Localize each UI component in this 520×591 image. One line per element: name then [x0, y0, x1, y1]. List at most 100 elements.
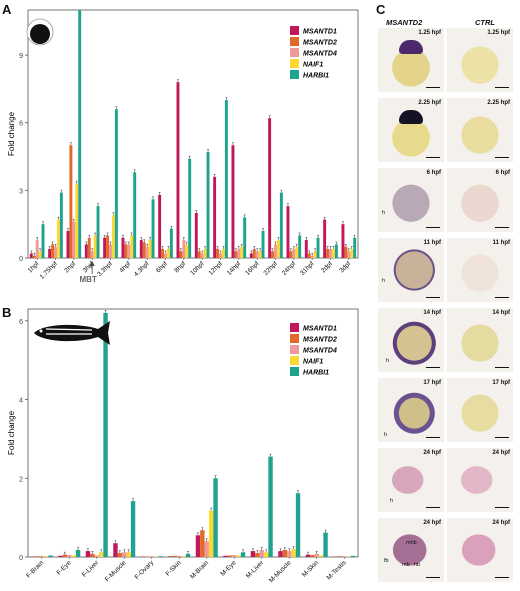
photo-ctrl: 24 hpf: [447, 448, 513, 512]
legend-label: MSANTD4: [303, 348, 337, 355]
bar-naif1: [130, 235, 134, 258]
bar-naif1: [221, 248, 225, 258]
bar-msantd4: [204, 541, 209, 557]
bar-naif1: [276, 239, 280, 258]
bar-msantd4: [109, 244, 112, 258]
bar-naif1: [38, 251, 42, 258]
x-tick-label: 14hpf: [226, 260, 243, 277]
bar-naif1: [181, 556, 186, 557]
y-tick-label: 9: [19, 53, 23, 60]
bar-msantd2: [87, 237, 91, 258]
bar-msantd1: [341, 224, 345, 258]
bar-msantd4: [347, 251, 351, 258]
stage-label: 6 hpf: [495, 170, 510, 176]
bar-msantd2: [310, 555, 315, 557]
x-tick-label: F-Skin: [164, 559, 183, 578]
bar-msantd4: [35, 239, 39, 258]
bar-harbi1: [243, 217, 247, 258]
y-tick-label: 4: [19, 398, 23, 405]
y-axis-label: Fold change: [7, 410, 16, 455]
bar-msantd2: [282, 549, 288, 557]
y-tick-label: 6: [19, 121, 23, 128]
col-header-ctrl: CTRL: [475, 18, 495, 27]
scale-bar: [426, 436, 440, 438]
stage-label: 17 hpf: [423, 380, 441, 386]
scale-bar: [426, 156, 440, 158]
bar-naif1: [43, 556, 49, 557]
x-tick-label: 22hpf: [262, 260, 279, 277]
bar-msantd4: [274, 244, 277, 258]
stage-label: 24 hpf: [492, 450, 510, 456]
bar-msantd4: [67, 555, 72, 557]
bar-msantd4: [329, 248, 332, 258]
bar-harbi1: [96, 206, 100, 258]
stage-label: 11 hpf: [423, 240, 441, 246]
col-header-msantd2: MSANTD2: [386, 18, 423, 27]
bar-msantd2: [35, 556, 40, 557]
bar-harbi1: [130, 501, 136, 557]
stage-label: 11 hpf: [492, 240, 510, 246]
legend-label: NAIF1: [303, 62, 323, 69]
photo-ctrl: 17 hpf: [447, 378, 513, 442]
legend-swatch: [290, 345, 299, 354]
legend-swatch: [290, 323, 299, 332]
bar-naif1: [208, 510, 214, 557]
bar-naif1: [263, 552, 269, 557]
bar-naif1: [236, 555, 241, 557]
bar-msantd4: [54, 246, 57, 258]
bar-harbi1: [298, 235, 302, 258]
bar-harbi1: [334, 244, 338, 258]
bar-msantd1: [113, 543, 118, 557]
photo-ctrl: 6 hpf: [447, 168, 513, 232]
x-tick-label: M-Liver: [245, 559, 266, 580]
bar-msantd4: [149, 556, 154, 557]
legend-swatch: [290, 59, 299, 68]
bar-msantd1: [223, 555, 228, 557]
bar-naif1: [75, 183, 79, 258]
bar-msantd2: [200, 530, 205, 557]
legend-swatch: [290, 367, 299, 376]
legend-swatch: [290, 356, 299, 365]
bar-msantd4: [200, 253, 204, 258]
bar-msantd1: [250, 551, 256, 557]
legend-label: HARBI1: [303, 73, 329, 80]
photo-ctrl: 2.25 hpf: [447, 98, 513, 162]
bar-msantd2: [62, 554, 68, 557]
bar-msantd1: [304, 239, 308, 258]
y-tick-label: 6: [19, 319, 23, 326]
bar-msantd2: [69, 145, 73, 258]
bar-msantd1: [84, 244, 88, 258]
bar-msantd2: [216, 248, 220, 258]
bar-msantd2: [124, 244, 128, 258]
bar-harbi1: [261, 230, 265, 258]
photo-msantd2: 1.25 hpf: [378, 28, 444, 92]
bar-harbi1: [350, 555, 356, 557]
bar-harbi1: [240, 552, 246, 557]
x-tick-label: F-Liver: [81, 559, 101, 579]
anatomy-label: mb: [402, 562, 410, 568]
bar-harbi1: [75, 549, 81, 557]
bar-msantd2: [234, 251, 238, 258]
legend-label: MSANTD2: [303, 40, 337, 47]
x-tick-label: 31hpf: [299, 260, 316, 277]
bar-harbi1: [316, 237, 320, 258]
anatomy-label: h: [386, 358, 390, 364]
stage-label: 1.25 hpf: [487, 30, 510, 36]
panel-a-letter: A: [2, 2, 12, 17]
bar-naif1: [240, 246, 244, 258]
bar-harbi1: [353, 237, 357, 258]
legend-swatch: [290, 334, 299, 343]
legend-label: HARBI1: [303, 370, 329, 377]
x-tick-label: M-Testis: [326, 559, 349, 582]
bar-msantd4: [177, 555, 182, 557]
bar-harbi1: [185, 553, 191, 557]
bar-msantd4: [164, 253, 167, 258]
bar-msantd2: [106, 235, 110, 258]
bar-harbi1: [279, 192, 283, 258]
legend-swatch: [290, 48, 299, 57]
x-tick-label: 16hpf: [244, 260, 261, 277]
anatomy-label: h: [384, 432, 388, 438]
bar-msantd1: [231, 145, 235, 258]
plot-frame: [27, 308, 359, 558]
mbt-arrowhead: [89, 261, 95, 266]
